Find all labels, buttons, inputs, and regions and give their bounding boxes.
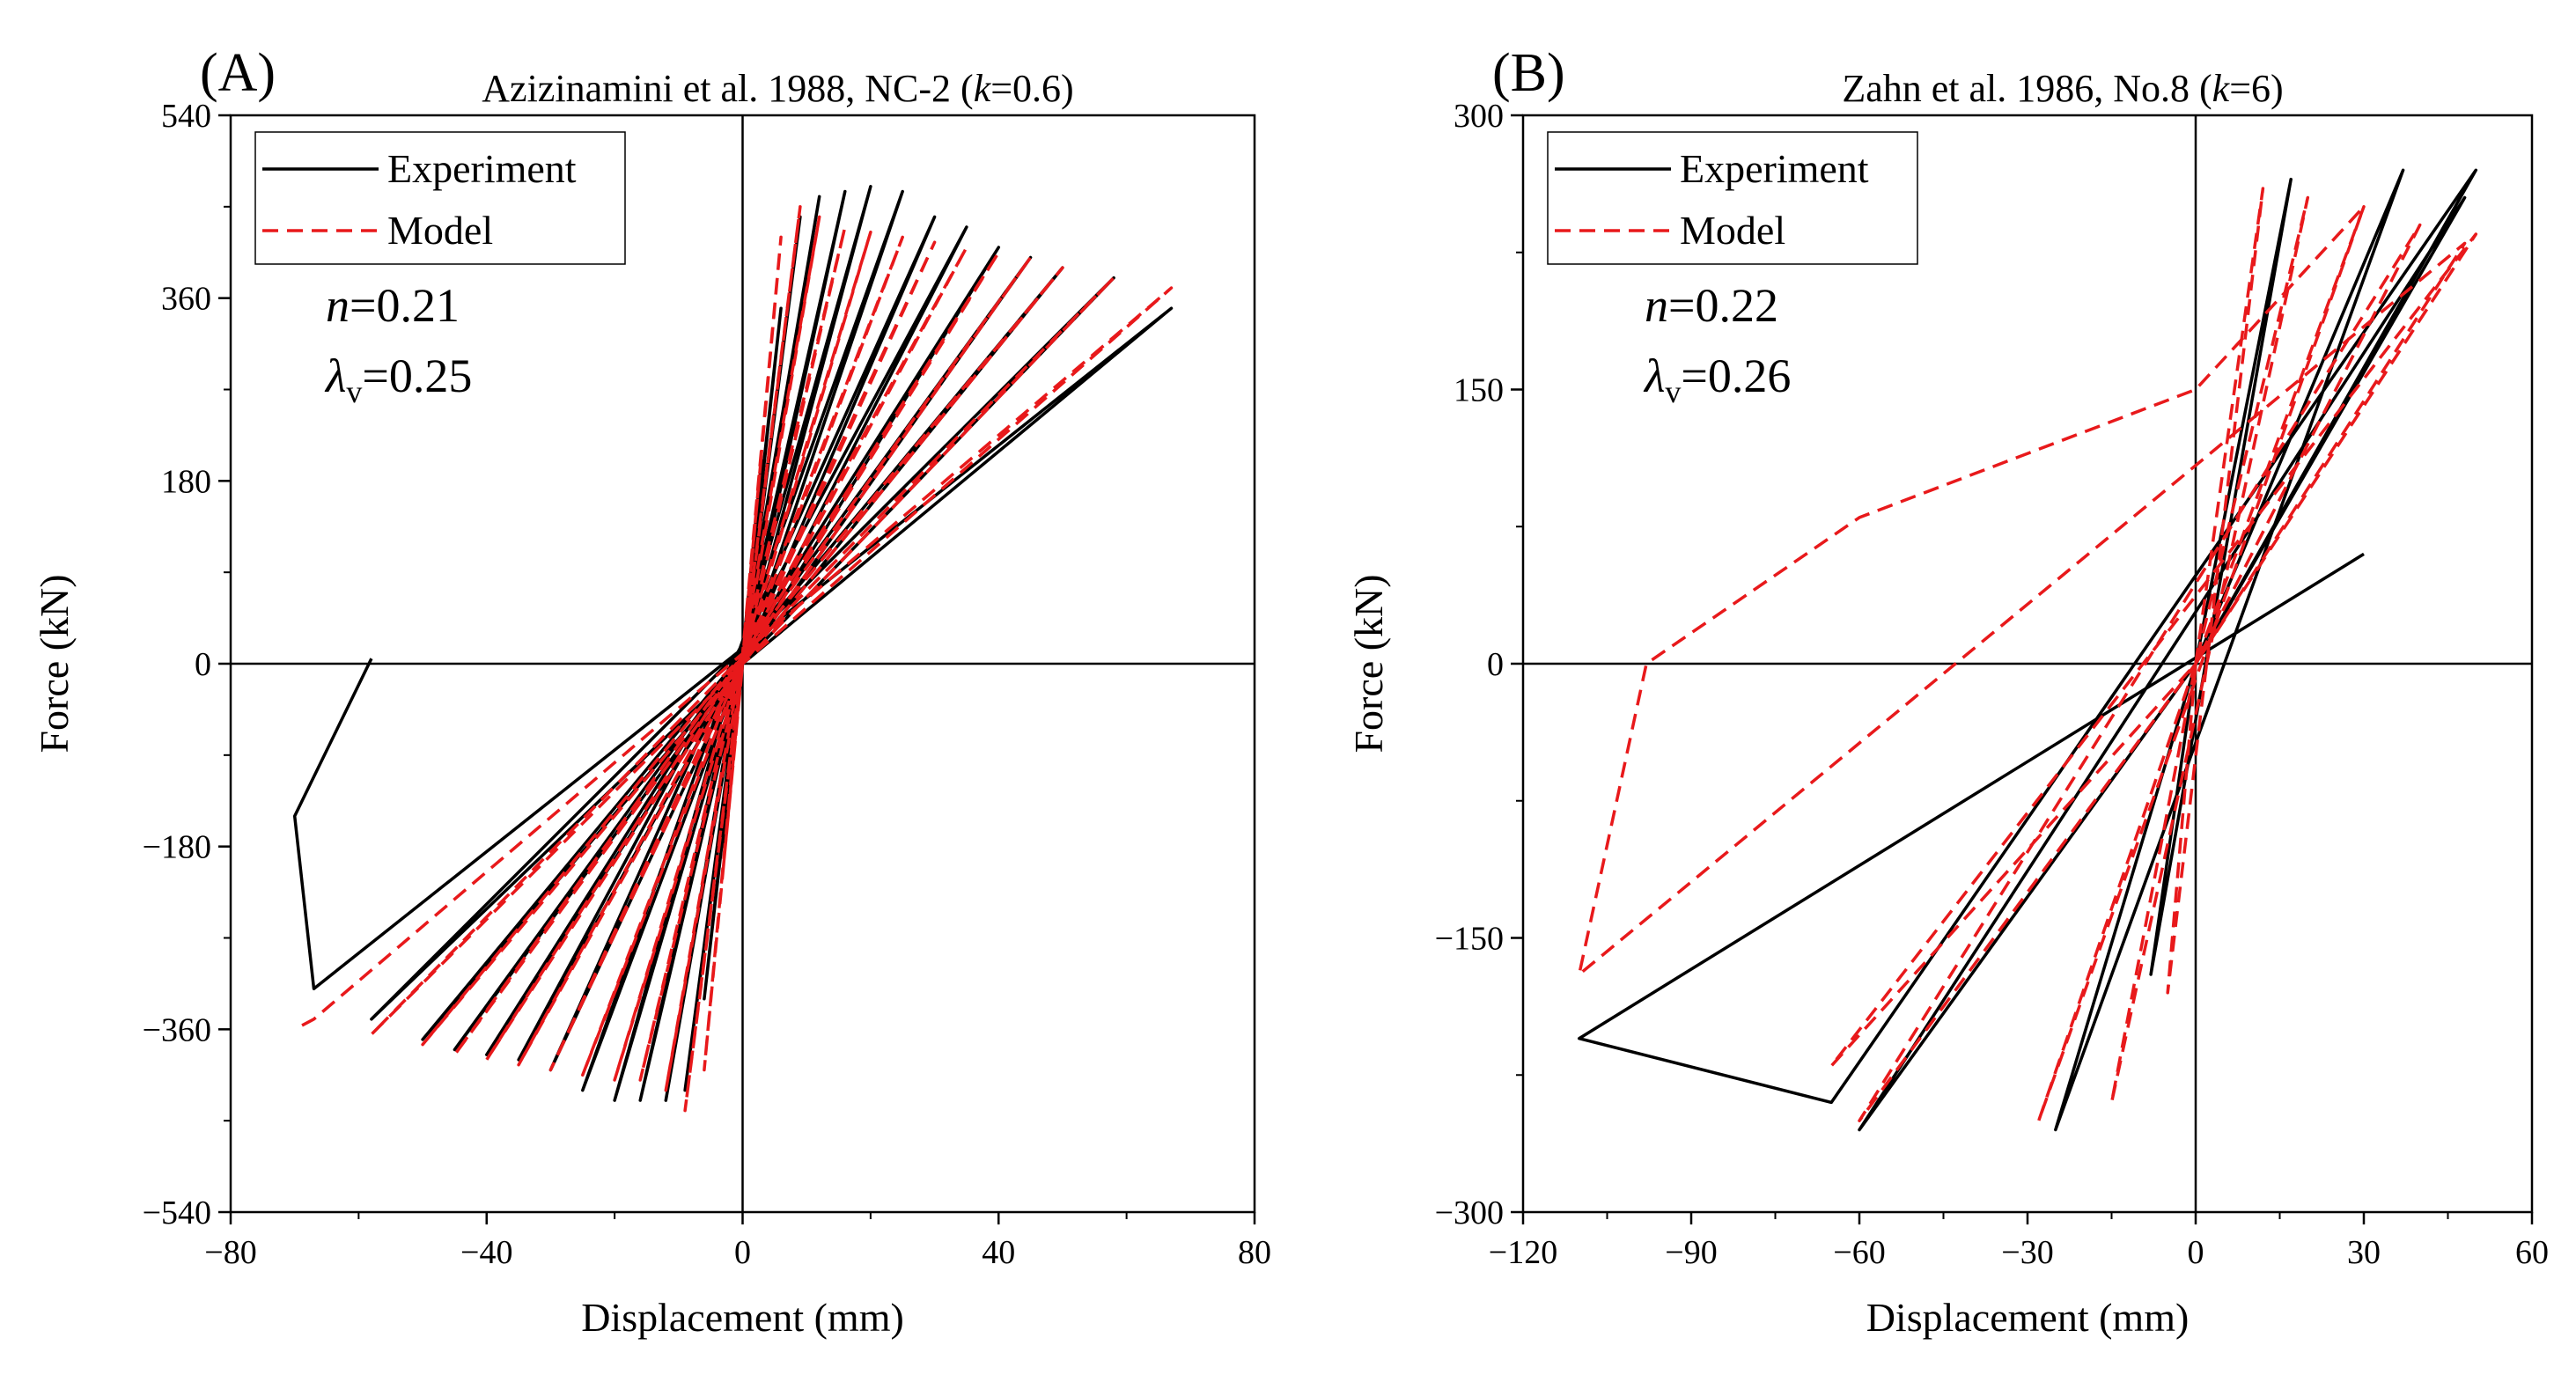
title-part: Zahn et al. 1986, No.8 ( [1842,67,2212,110]
x-axis-label: Displacement (mm) [581,1295,904,1340]
x-tick-label: 0 [2188,1234,2204,1271]
x-tick-label: −30 [2001,1234,2053,1271]
x-tick-label: 0 [734,1234,751,1271]
legend-label-experiment: Experiment [387,146,577,191]
y-axis-label: Force (kN) [32,574,77,753]
param-symbol: λ [324,349,346,402]
legend: Experiment Model [254,131,626,265]
y-tick-label: 360 [161,281,211,318]
x-tick-label: −60 [1833,1234,1885,1271]
y-tick-label: −180 [143,829,211,866]
title-part: =6) [2229,67,2283,110]
series-line-model [1577,187,2478,1122]
param-symbol: n [326,279,350,332]
title-part: Azizinamini et al. 1988, NC-2 ( [482,67,973,110]
x-tick-label: 80 [1238,1234,1271,1271]
parameter-n: n=0.22 [1645,279,1778,332]
series-group [1577,168,2478,1132]
y-tick-label: 0 [1487,646,1504,683]
y-tick-label: −300 [1435,1195,1504,1231]
x-tick-label: 40 [982,1234,1015,1271]
y-tick-label: −360 [143,1011,211,1048]
y-tick-label: −150 [1435,921,1504,958]
param-value: =0.26 [1681,349,1791,402]
y-tick-label: 150 [1454,372,1504,409]
legend-label-experiment: Experiment [1680,146,1869,191]
chart-panel-a: −80 −40 0 40 80 −540 −360 −180 0 180 360 540 Displac… [32,43,1271,1340]
x-tick-label: −90 [1665,1234,1717,1271]
param-subscript: v [346,374,362,409]
y-tick-label: 0 [195,646,211,683]
legend-box [254,131,626,265]
param-value: =0.22 [1668,279,1778,332]
param-symbol: λ [1643,349,1665,402]
x-axis-label: Displacement (mm) [1866,1295,2190,1340]
y-tick-label: 180 [161,463,211,500]
legend-label-model: Model [1680,208,1785,253]
parameter-n: n=0.21 [326,279,460,332]
title-k-symbol: k [2212,67,2231,110]
legend-label-model: Model [387,208,493,253]
x-tick-label: −80 [204,1234,256,1271]
panel-label: (B) [1492,43,1565,103]
chart-title: Azizinamini et al. 1988, NC-2 (k=0.6) [482,67,1073,110]
y-tick-label: −540 [143,1195,211,1231]
chart-panel-b: −120 −90 −60 −30 0 30 60−300−1500150300Displac… [1346,43,2549,1340]
legend: Experiment Model [1547,131,1918,265]
y-tick-label: 540 [161,98,211,135]
param-value: =0.21 [350,279,460,332]
param-value: =0.25 [362,349,472,402]
y-axis-label: Force (kN) [1346,574,1391,753]
panel-label: (A) [200,43,276,103]
title-part: =0.6) [990,67,1073,110]
y-tick-label: 300 [1454,98,1504,135]
x-tick-label: 30 [2347,1234,2381,1271]
chart-title: Zahn et al. 1986, No.8 (k=6) [1842,67,2283,110]
x-tick-label: −40 [460,1234,512,1271]
x-tick-label: 60 [2515,1234,2549,1271]
parameter-lambda-v: λv=0.25 [324,349,472,409]
param-subscript: v [1665,374,1681,409]
parameter-lambda-v: λv=0.26 [1643,349,1791,409]
series-group [292,185,1174,1113]
param-symbol: n [1645,279,1668,332]
title-k-symbol: k [974,67,992,110]
x-tick-label: −120 [1489,1234,1557,1271]
legend-box [1547,131,1918,265]
